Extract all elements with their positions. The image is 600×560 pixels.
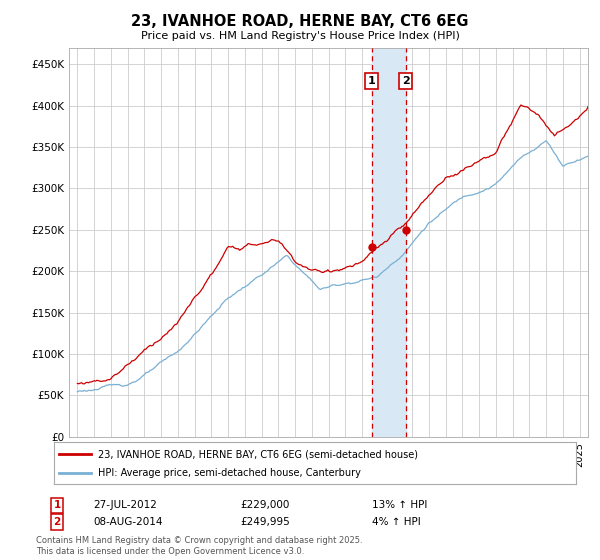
Text: 13% ↑ HPI: 13% ↑ HPI <box>372 500 427 510</box>
Text: Price paid vs. HM Land Registry's House Price Index (HPI): Price paid vs. HM Land Registry's House … <box>140 31 460 41</box>
Text: 2: 2 <box>53 517 61 527</box>
Text: HPI: Average price, semi-detached house, Canterbury: HPI: Average price, semi-detached house,… <box>98 468 361 478</box>
Text: 08-AUG-2014: 08-AUG-2014 <box>93 517 163 527</box>
Text: Contains HM Land Registry data © Crown copyright and database right 2025.
This d: Contains HM Land Registry data © Crown c… <box>36 536 362 556</box>
Text: 23, IVANHOE ROAD, HERNE BAY, CT6 6EG (semi-detached house): 23, IVANHOE ROAD, HERNE BAY, CT6 6EG (se… <box>98 449 418 459</box>
Bar <box>371 48 406 437</box>
Text: £249,995: £249,995 <box>240 517 290 527</box>
Text: 1: 1 <box>53 500 61 510</box>
Text: 1: 1 <box>368 76 376 86</box>
Text: £229,000: £229,000 <box>240 500 289 510</box>
Text: 4% ↑ HPI: 4% ↑ HPI <box>372 517 421 527</box>
Text: 23, IVANHOE ROAD, HERNE BAY, CT6 6EG: 23, IVANHOE ROAD, HERNE BAY, CT6 6EG <box>131 14 469 29</box>
Text: 2: 2 <box>401 76 409 86</box>
Text: 27-JUL-2012: 27-JUL-2012 <box>93 500 157 510</box>
